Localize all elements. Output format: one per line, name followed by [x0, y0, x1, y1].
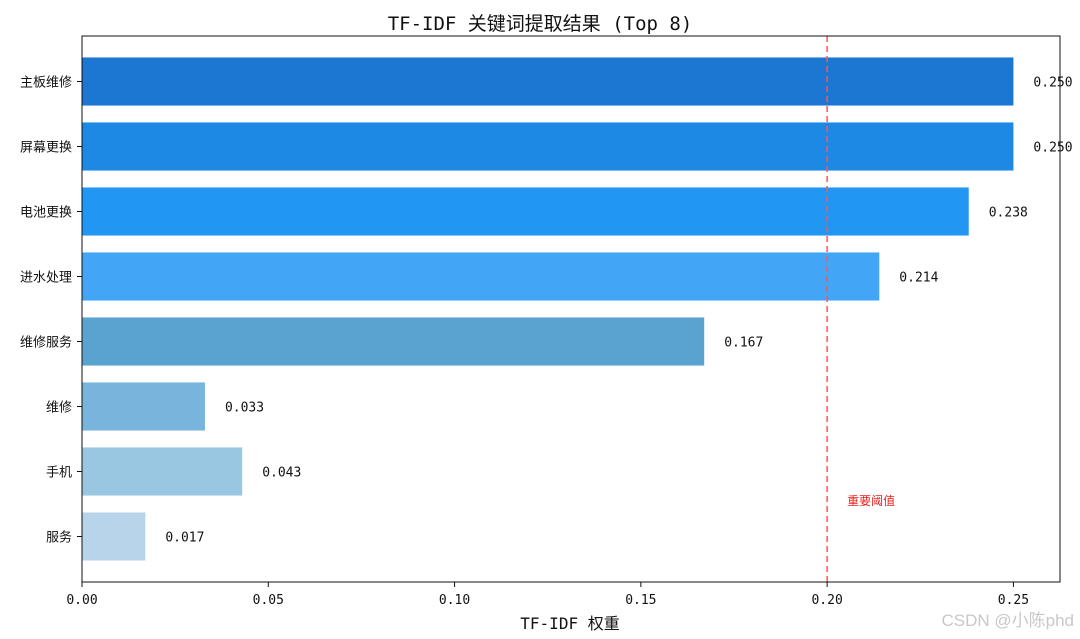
y-tick-label: 手机: [46, 466, 72, 481]
y-tick-label: 维修: [46, 401, 72, 416]
bar: [82, 122, 1014, 171]
bar: [82, 512, 146, 561]
bar: [82, 317, 705, 366]
threshold-label: 重要阈值: [847, 493, 895, 508]
bar: [82, 57, 1014, 106]
data-label: 0.043: [262, 466, 301, 481]
data-label: 0.033: [225, 401, 264, 416]
bar: [82, 187, 969, 236]
y-tick-label: 主板维修: [20, 76, 72, 91]
plot-frame: [81, 35, 1061, 583]
bar: [82, 447, 243, 496]
x-tick-label: 0.25: [998, 593, 1029, 608]
x-tick-label: 0.05: [253, 593, 284, 608]
x-tick-label: 0.15: [625, 593, 656, 608]
y-tick-label: 服务: [46, 530, 72, 546]
x-tick-label: 0.00: [66, 593, 97, 608]
y-tick-label: 进水处理: [20, 271, 72, 286]
data-label: 0.250: [1033, 141, 1072, 156]
x-axis-label: TF-IDF 权重: [520, 614, 620, 633]
data-label: 0.214: [899, 271, 938, 286]
x-tick-label: 0.20: [811, 593, 842, 608]
y-tick-label: 屏幕更换: [20, 141, 72, 156]
x-tick-label: 0.10: [439, 593, 470, 608]
bar: [82, 252, 880, 301]
y-tick-label: 维修服务: [20, 335, 72, 351]
data-label: 0.017: [165, 531, 204, 546]
chart-title: TF-IDF 关键词提取结果 (Top 8): [387, 13, 693, 35]
bar: [82, 382, 205, 431]
data-label: 0.167: [724, 336, 763, 351]
watermark: CSDN @小陈phd: [941, 611, 1074, 630]
data-label: 0.250: [1033, 76, 1072, 91]
y-tick-label: 电池更换: [20, 206, 72, 221]
data-label: 0.238: [989, 206, 1028, 221]
